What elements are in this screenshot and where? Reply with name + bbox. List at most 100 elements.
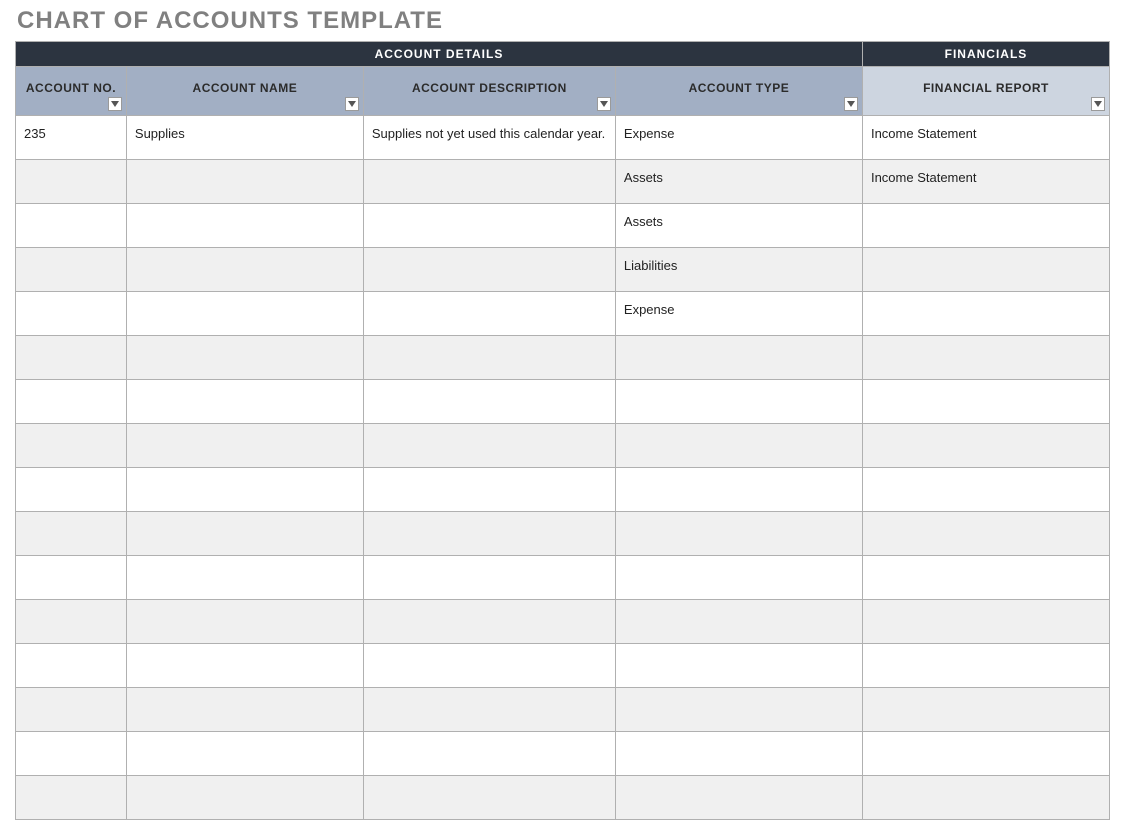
filter-dropdown-icon[interactable] [844, 97, 858, 111]
cell-account-description[interactable] [363, 204, 615, 248]
cell-account-type[interactable] [615, 688, 862, 732]
cell-account-type[interactable]: Liabilities [615, 248, 862, 292]
cell-account-type[interactable] [615, 776, 862, 820]
cell-account-no[interactable] [16, 424, 127, 468]
cell-account-no[interactable] [16, 732, 127, 776]
column-header-label: ACCOUNT NO. [26, 81, 116, 95]
cell-account-type[interactable] [615, 644, 862, 688]
cell-account-name[interactable] [126, 644, 363, 688]
cell-account-description[interactable] [363, 424, 615, 468]
cell-account-name[interactable] [126, 776, 363, 820]
column-header-3: ACCOUNT TYPE [615, 67, 862, 116]
cell-account-name[interactable] [126, 292, 363, 336]
filter-dropdown-icon[interactable] [345, 97, 359, 111]
column-header-2: ACCOUNT DESCRIPTION [363, 67, 615, 116]
cell-account-type[interactable]: Assets [615, 160, 862, 204]
cell-account-name[interactable] [126, 688, 363, 732]
cell-account-type[interactable] [615, 380, 862, 424]
cell-account-no[interactable] [16, 512, 127, 556]
cell-account-name[interactable] [126, 732, 363, 776]
column-header-1: ACCOUNT NAME [126, 67, 363, 116]
cell-account-description[interactable] [363, 380, 615, 424]
cell-account-no[interactable] [16, 160, 127, 204]
cell-account-no[interactable] [16, 204, 127, 248]
accounts-table: ACCOUNT DETAILSFINANCIALS ACCOUNT NO.ACC… [15, 41, 1110, 820]
cell-financial-report[interactable] [862, 468, 1109, 512]
cell-account-description[interactable] [363, 336, 615, 380]
cell-financial-report[interactable] [862, 380, 1109, 424]
cell-account-type[interactable]: Expense [615, 292, 862, 336]
cell-account-name[interactable]: Supplies [126, 116, 363, 160]
cell-account-description[interactable] [363, 732, 615, 776]
cell-account-no[interactable] [16, 600, 127, 644]
table-row: Expense [16, 292, 1110, 336]
cell-account-no[interactable] [16, 380, 127, 424]
cell-account-description[interactable] [363, 292, 615, 336]
column-header-label: ACCOUNT NAME [193, 81, 298, 95]
cell-account-type[interactable] [615, 336, 862, 380]
column-header-4: FINANCIAL REPORT [862, 67, 1109, 116]
cell-account-no[interactable] [16, 556, 127, 600]
column-header-0: ACCOUNT NO. [16, 67, 127, 116]
cell-account-description[interactable] [363, 160, 615, 204]
filter-dropdown-icon[interactable] [108, 97, 122, 111]
cell-account-description[interactable] [363, 248, 615, 292]
cell-account-name[interactable] [126, 248, 363, 292]
table-row [16, 600, 1110, 644]
cell-financial-report[interactable] [862, 776, 1109, 820]
cell-financial-report[interactable]: Income Statement [862, 116, 1109, 160]
cell-account-no[interactable] [16, 776, 127, 820]
cell-account-type[interactable] [615, 556, 862, 600]
table-row [16, 776, 1110, 820]
cell-account-no[interactable] [16, 644, 127, 688]
cell-account-name[interactable] [126, 600, 363, 644]
cell-financial-report[interactable] [862, 204, 1109, 248]
cell-financial-report[interactable] [862, 336, 1109, 380]
cell-financial-report[interactable] [862, 512, 1109, 556]
cell-financial-report[interactable] [862, 688, 1109, 732]
cell-account-type[interactable] [615, 468, 862, 512]
cell-account-name[interactable] [126, 204, 363, 248]
table-row: 235SuppliesSupplies not yet used this ca… [16, 116, 1110, 160]
cell-account-name[interactable] [126, 336, 363, 380]
cell-account-description[interactable]: Supplies not yet used this calendar year… [363, 116, 615, 160]
cell-account-name[interactable] [126, 380, 363, 424]
cell-financial-report[interactable] [862, 732, 1109, 776]
cell-financial-report[interactable] [862, 644, 1109, 688]
cell-account-no[interactable] [16, 468, 127, 512]
cell-account-type[interactable] [615, 424, 862, 468]
column-header-label: ACCOUNT TYPE [689, 81, 790, 95]
cell-financial-report[interactable]: Income Statement [862, 160, 1109, 204]
cell-account-no[interactable]: 235 [16, 116, 127, 160]
cell-account-description[interactable] [363, 600, 615, 644]
column-header-label: FINANCIAL REPORT [923, 81, 1049, 95]
cell-account-name[interactable] [126, 556, 363, 600]
cell-financial-report[interactable] [862, 424, 1109, 468]
cell-account-type[interactable] [615, 600, 862, 644]
cell-account-type[interactable]: Assets [615, 204, 862, 248]
cell-account-no[interactable] [16, 336, 127, 380]
cell-account-description[interactable] [363, 512, 615, 556]
cell-financial-report[interactable] [862, 600, 1109, 644]
cell-account-no[interactable] [16, 688, 127, 732]
cell-account-name[interactable] [126, 468, 363, 512]
cell-account-description[interactable] [363, 688, 615, 732]
cell-financial-report[interactable] [862, 556, 1109, 600]
cell-account-name[interactable] [126, 512, 363, 556]
cell-financial-report[interactable] [862, 292, 1109, 336]
cell-account-type[interactable] [615, 732, 862, 776]
filter-dropdown-icon[interactable] [1091, 97, 1105, 111]
cell-account-description[interactable] [363, 776, 615, 820]
table-row [16, 424, 1110, 468]
cell-account-type[interactable]: Expense [615, 116, 862, 160]
cell-account-description[interactable] [363, 556, 615, 600]
cell-account-type[interactable] [615, 512, 862, 556]
cell-account-description[interactable] [363, 468, 615, 512]
filter-dropdown-icon[interactable] [597, 97, 611, 111]
cell-account-description[interactable] [363, 644, 615, 688]
cell-account-name[interactable] [126, 424, 363, 468]
cell-financial-report[interactable] [862, 248, 1109, 292]
cell-account-no[interactable] [16, 292, 127, 336]
cell-account-no[interactable] [16, 248, 127, 292]
cell-account-name[interactable] [126, 160, 363, 204]
